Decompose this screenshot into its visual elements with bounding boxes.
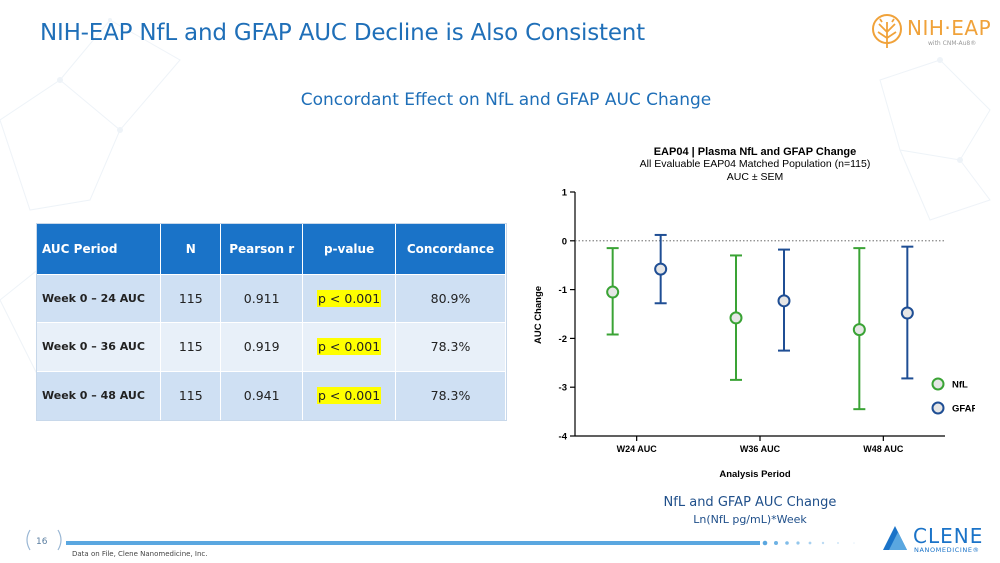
legend-label: NfL	[952, 380, 968, 391]
x-tick-label: W48 AUC	[863, 444, 904, 454]
y-tick-label: -1	[559, 285, 568, 296]
y-tick-label: 0	[562, 236, 567, 247]
data-point-gfap	[777, 294, 791, 308]
data-point-nfl	[729, 311, 743, 325]
cell-pearson-r: 0.911	[220, 273, 304, 323]
x-tick-label: W36 AUC	[740, 444, 781, 454]
p-value-highlight: p < 0.001	[317, 387, 382, 404]
clene-logo-text: CLENE	[913, 524, 984, 548]
page-number-brackets	[26, 529, 62, 551]
x-tick-label: W24 AUC	[617, 444, 658, 454]
cell-p-value: p < 0.001	[302, 370, 397, 420]
chart-caption-units: Ln(NfL pg/mL)*Week	[693, 513, 807, 526]
cell-n: 115	[160, 273, 222, 323]
legend-marker-nfl	[931, 377, 945, 391]
y-tick-label: -3	[559, 383, 567, 394]
page-number: 16	[36, 537, 48, 547]
clene-mark-icon	[883, 526, 907, 550]
brain-tree-icon	[872, 14, 902, 48]
data-point-nfl	[852, 323, 866, 337]
table-header-row: AUC Period N Pearson r p-value Concordan…	[37, 224, 506, 274]
table-row: Week 0 – 24 AUC 115 0.911 p < 0.001 80.9…	[37, 273, 506, 323]
slide-subtitle: Concordant Effect on NfL and GFAP AUC Ch…	[300, 90, 712, 110]
auc-change-chart: EAP04 | Plasma NfL and GFAP Change All E…	[533, 146, 975, 480]
cell-n: 115	[160, 322, 222, 371]
cell-concordance: 80.9%	[395, 273, 506, 323]
cell-period: Week 0 – 36 AUC	[37, 322, 162, 371]
header-n: N	[160, 224, 222, 274]
y-axis-label: AUC Change	[533, 286, 544, 344]
cell-concordance: 78.3%	[395, 322, 506, 371]
legend-label: GFAP	[952, 404, 975, 415]
cell-period: Week 0 – 48 AUC	[37, 370, 162, 420]
p-value-highlight: p < 0.001	[317, 338, 382, 356]
y-tick-label: 1	[562, 188, 568, 199]
data-point-gfap	[654, 262, 668, 276]
slide-title: NIH-EAP NfL and GFAP AUC Decline is Also…	[40, 20, 645, 46]
header-p-value: p-value	[302, 224, 397, 274]
footer-dots	[762, 540, 855, 546]
header-pearson-r: Pearson r	[220, 224, 304, 274]
header-auc-period: AUC Period	[37, 224, 162, 274]
chart-caption: NfL and GFAP AUC Change	[663, 495, 837, 510]
chart-subtitle-line: All Evaluable EAP04 Matched Population (…	[640, 158, 871, 170]
legend-marker-gfap	[931, 401, 945, 415]
y-tick-label: -4	[559, 432, 568, 443]
y-tick-label: -2	[559, 334, 567, 345]
cell-p-value: p < 0.001	[302, 322, 397, 371]
cell-concordance: 78.3%	[395, 370, 506, 420]
footer-bar	[66, 541, 760, 545]
logo-text: NIH·EAP	[907, 16, 992, 40]
header-concordance: Concordance	[395, 224, 506, 274]
clene-logo: CLENE NANOMEDICINE®	[880, 523, 992, 555]
footnote: Data on File, Clene Nanomedicine, Inc.	[72, 550, 208, 558]
cell-p-value: p < 0.001	[302, 273, 397, 323]
table-row: Week 0 – 48 AUC 115 0.941 p < 0.001 78.3…	[37, 370, 506, 420]
cell-period: Week 0 – 24 AUC	[37, 273, 162, 323]
cell-pearson-r: 0.941	[220, 370, 304, 420]
clene-logo-subtext: NANOMEDICINE®	[914, 546, 980, 554]
cell-n: 115	[160, 370, 222, 420]
x-axis-label: Analysis Period	[719, 469, 790, 480]
nih-eap-logo: NIH·EAP with CNM-Au8®	[870, 12, 992, 54]
p-value-highlight: p < 0.001	[317, 289, 382, 307]
cell-pearson-r: 0.919	[220, 322, 304, 371]
chart-title: EAP04 | Plasma NfL and GFAP Change	[654, 146, 857, 158]
data-point-gfap	[900, 306, 914, 320]
logo-subtext: with CNM-Au8®	[928, 40, 977, 47]
data-point-nfl	[606, 285, 620, 299]
table-row: Week 0 – 36 AUC 115 0.919 p < 0.001 78.3…	[37, 322, 506, 371]
concordance-table: AUC Period N Pearson r p-value Concordan…	[37, 224, 506, 420]
chart-subtitle-line: AUC ± SEM	[727, 171, 784, 183]
